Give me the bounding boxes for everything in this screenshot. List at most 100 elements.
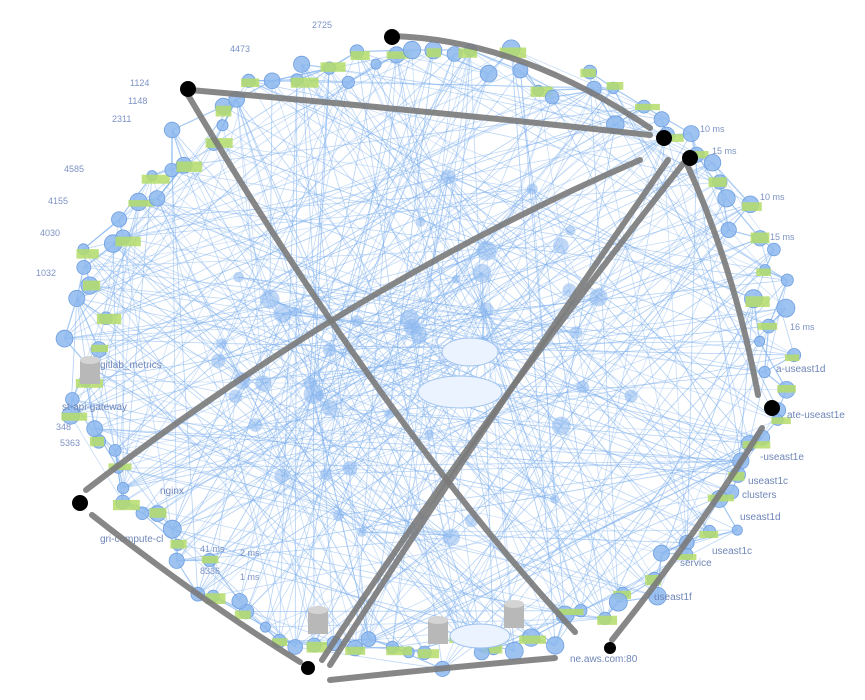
network-edge	[118, 467, 658, 597]
network-edge	[70, 134, 667, 416]
service-node	[274, 468, 290, 484]
network-edge	[361, 49, 471, 533]
instance-node	[205, 593, 226, 604]
service-node	[231, 593, 248, 610]
database-icon	[308, 606, 328, 634]
network-edge	[309, 382, 494, 649]
network-edge	[105, 276, 239, 319]
service-node	[717, 189, 736, 208]
service-node	[703, 153, 722, 172]
cloud-icon	[449, 623, 511, 649]
network-edge	[282, 230, 571, 315]
network-edge	[171, 129, 178, 561]
marker-dot	[764, 400, 780, 416]
network-edge	[530, 553, 688, 638]
network-edge	[64, 311, 295, 339]
network-edge	[589, 72, 619, 603]
network-edge	[329, 162, 713, 351]
network-edge	[329, 67, 662, 120]
network-edge	[151, 50, 434, 176]
network-edge	[246, 73, 489, 612]
network-edge	[428, 386, 583, 435]
count-label-2: 1148	[128, 96, 147, 106]
service-node	[754, 335, 766, 347]
network-edge	[482, 245, 562, 345]
network-edge	[255, 371, 765, 426]
service-node	[162, 519, 182, 539]
label-region-3: -useast1e	[760, 452, 804, 463]
network-edge	[123, 354, 795, 489]
network-edge	[122, 237, 761, 489]
network-edge	[157, 513, 296, 648]
network-edge	[356, 320, 582, 611]
count-label-9: 5363	[60, 438, 80, 448]
network-edge	[183, 165, 264, 384]
service-node	[322, 343, 336, 357]
instance-node	[458, 48, 478, 58]
database-icon	[428, 616, 448, 644]
network-edge	[157, 245, 562, 514]
network-edge	[213, 491, 732, 597]
network-edge	[661, 529, 738, 554]
database-icon	[80, 356, 100, 384]
hand-drawn-markers-layer	[72, 29, 780, 683]
latency-label-8: 16 ms	[790, 322, 815, 332]
network-edge	[604, 298, 754, 619]
network-edge	[486, 309, 606, 619]
instance-node	[757, 322, 778, 330]
instance-node	[345, 646, 366, 655]
network-edge	[217, 360, 280, 642]
network-edge	[329, 49, 471, 351]
instance-node	[784, 354, 800, 362]
count-label-3: 2311	[112, 114, 131, 124]
network-edge	[255, 188, 533, 426]
network-edge	[94, 428, 662, 554]
network-edge	[354, 460, 742, 649]
network-edge	[269, 298, 739, 476]
service-node	[653, 544, 670, 562]
instance-node	[771, 417, 791, 425]
service-node	[68, 289, 86, 307]
instance-node	[386, 646, 412, 656]
network-edge	[329, 349, 461, 638]
network-edge	[176, 96, 553, 562]
service-node	[780, 273, 794, 287]
network-edge	[313, 68, 330, 395]
instance-node	[350, 51, 370, 60]
network-edge	[554, 198, 727, 500]
network-edge	[64, 320, 357, 339]
service-node	[163, 121, 181, 139]
network-edge	[98, 349, 532, 638]
network-edge	[356, 51, 487, 310]
network-edge	[221, 343, 369, 640]
network-edge	[718, 325, 770, 500]
network-edge	[361, 203, 751, 533]
instance-node	[128, 200, 155, 207]
network-edge	[212, 468, 351, 597]
network-edge	[171, 169, 430, 435]
network-edge	[301, 63, 795, 356]
network-edge	[354, 460, 742, 649]
network-edge	[759, 238, 795, 356]
labels-layer: a-useast1d ate-useast1e -useast1e useast…	[36, 20, 845, 665]
network-edge	[89, 285, 732, 493]
service-node	[402, 40, 422, 60]
service-node	[553, 238, 569, 254]
network-edge	[582, 229, 729, 388]
instance-node	[756, 268, 771, 276]
count-label-1: 4473	[230, 44, 250, 54]
network-edge	[459, 134, 668, 638]
network-edge	[759, 341, 788, 391]
marker-dot	[682, 150, 698, 166]
service-node	[65, 392, 80, 407]
latency-label-2: 15 ms	[712, 146, 737, 156]
network-edge	[156, 198, 742, 462]
network-edge	[271, 67, 330, 82]
network-edge	[114, 360, 219, 451]
network-edge	[118, 467, 452, 538]
network-edge	[455, 278, 688, 543]
service-node	[451, 274, 461, 284]
service-node	[350, 315, 363, 327]
network-edge	[94, 428, 658, 597]
service-node	[360, 631, 377, 647]
